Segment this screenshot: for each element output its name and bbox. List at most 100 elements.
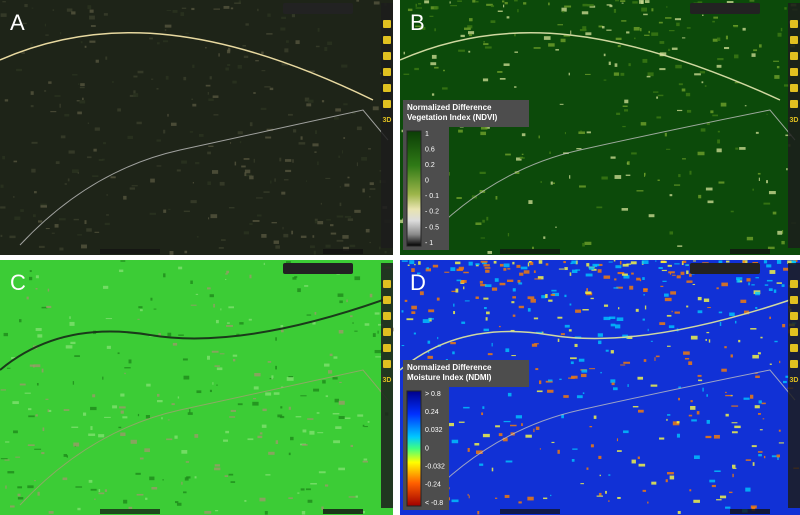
terrain-patch [606,29,612,31]
tool-button[interactable] [790,312,798,320]
terrain-patch [411,305,417,310]
terrain-patch [519,272,524,276]
tool-button[interactable] [383,100,391,108]
terrain-patch [425,268,431,272]
search-bar[interactable] [690,263,760,274]
terrain-patch [778,429,781,432]
terrain-patch [580,130,582,132]
tool-button[interactable] [383,84,391,92]
terrain-patch [207,287,211,290]
terrain-patch [486,3,493,6]
terrain-patch [300,136,303,140]
terrain-patch [755,375,760,378]
terrain-patch [768,191,776,195]
terrain-patch [678,174,681,178]
tool-button[interactable] [383,36,391,44]
tool-button[interactable] [790,344,798,352]
terrain-patch [270,180,272,184]
terrain-patch [356,162,358,167]
terrain-patch [138,306,143,309]
search-bar[interactable] [283,263,353,274]
terrain-patch [555,49,559,51]
toolbar-3d[interactable]: 3D [383,377,392,384]
terrain-patch [651,8,654,12]
terrain-patch [784,7,787,10]
terrain-patch [94,231,100,233]
terrain-patch [301,511,306,515]
tool-button[interactable] [790,296,798,304]
terrain-patch [379,170,382,172]
tool-button[interactable] [383,344,391,352]
terrain-patch [209,76,212,80]
terrain-patch [510,424,517,427]
terrain-patch [31,7,34,9]
terrain-patch [449,1,451,4]
terrain-patch [112,80,114,84]
terrain-patch [291,230,294,235]
tool-button[interactable] [383,296,391,304]
tool-button[interactable] [790,280,798,288]
toolbar-3d[interactable]: 3D [790,117,799,124]
terrain-patch [166,438,173,441]
terrain-patch [60,135,66,139]
tool-button[interactable] [383,312,391,320]
terrain-patch [564,267,568,271]
terrain-patch [102,376,104,380]
terrain-patch [20,209,24,212]
search-bar[interactable] [283,3,353,14]
terrain-patch [548,2,550,6]
terrain-patch [427,351,430,354]
terrain-patch [215,319,219,324]
terrain-patch [77,172,79,174]
toolbar-3d[interactable]: 3D [383,117,392,124]
terrain-patch [777,456,779,460]
terrain-patch [467,25,473,29]
terrain-patch [698,379,703,382]
terrain-patch [407,264,410,266]
terrain-patch [234,161,237,166]
terrain-patch [659,41,665,44]
terrain-patch [55,161,60,165]
terrain-patch [409,260,415,265]
tool-button[interactable] [790,360,798,368]
tool-button[interactable] [383,360,391,368]
tool-button[interactable] [790,68,798,76]
tool-button[interactable] [383,20,391,28]
tool-button[interactable] [790,328,798,336]
legend-label: < -0.8 [425,500,443,507]
terrain-patch [403,73,410,75]
toolbar-3d[interactable]: 3D [790,377,799,384]
terrain-patch [90,426,93,430]
terrain-patch [725,260,730,263]
terrain-patch [295,416,302,418]
tool-button[interactable] [790,100,798,108]
terrain-patch [415,3,418,7]
terrain-patch [502,0,505,3]
terrain-patch [300,488,305,491]
tool-button[interactable] [383,52,391,60]
terrain-patch [614,278,617,281]
terrain-patch [271,375,274,380]
tool-button[interactable] [790,20,798,28]
terrain-patch [655,355,660,358]
terrain-patch [253,158,255,163]
tool-button[interactable] [790,84,798,92]
tool-button[interactable] [790,36,798,44]
tool-button[interactable] [383,328,391,336]
tool-button[interactable] [383,280,391,288]
terrain-patch [757,413,761,415]
terrain-patch [481,412,484,416]
terrain-patch [665,479,668,483]
terrain-patch [304,97,310,102]
terrain-patch [670,291,677,295]
terrain-patch [335,108,341,112]
terrain-patch [194,434,199,438]
terrain-patch [738,339,741,343]
tool-button[interactable] [383,68,391,76]
tool-button[interactable] [790,52,798,60]
terrain-patch [661,269,667,272]
legend-title: Normalized Difference Moisture Index (ND… [403,360,529,387]
terrain-patch [596,206,603,209]
search-bar[interactable] [690,3,760,14]
terrain-patch [45,34,49,36]
